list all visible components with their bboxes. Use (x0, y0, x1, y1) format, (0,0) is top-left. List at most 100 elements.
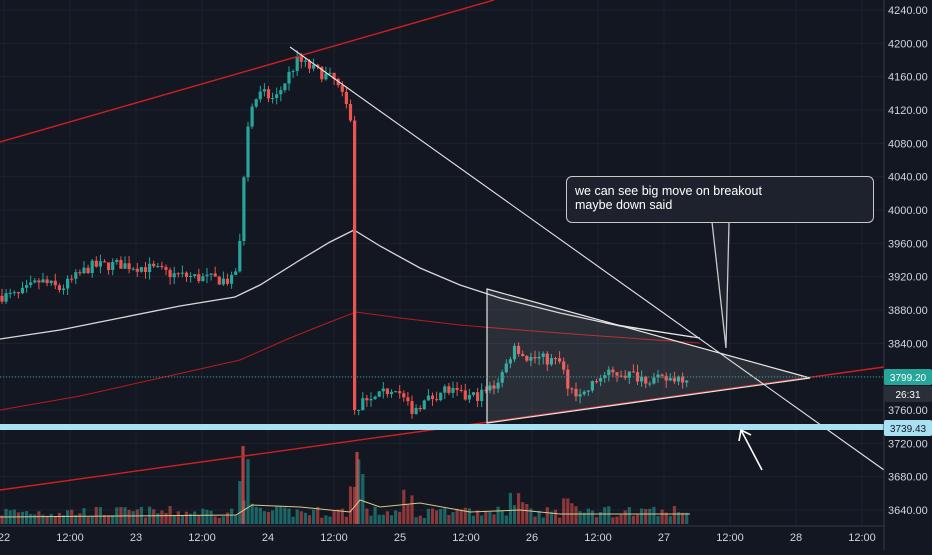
candle-body (611, 369, 615, 373)
volume-bar (29, 513, 33, 524)
volume-bar (49, 513, 53, 524)
descending-trendline[interactable] (289, 46, 885, 471)
candle-body (344, 91, 348, 105)
support-band[interactable] (0, 424, 884, 430)
candle-body (463, 390, 467, 400)
price-tags: 3799.20 26:31 3739.43 (884, 369, 932, 436)
volume-bar (398, 511, 402, 524)
drawings[interactable] (0, 0, 885, 491)
price-tick-label: 4000.00 (888, 205, 928, 217)
candle-body (328, 72, 332, 74)
time-tick-label: 26 (526, 532, 538, 544)
volume-bar (644, 509, 648, 524)
candle-body (398, 391, 402, 394)
candle-body (291, 71, 295, 73)
volume-bar (189, 513, 193, 524)
volume-bar (180, 515, 184, 524)
candle-body (361, 398, 365, 410)
volume-bar (517, 493, 521, 524)
volume-bar (193, 511, 197, 524)
candle-body (66, 278, 70, 289)
volume-bar (467, 508, 471, 524)
price-tick-label: 3960.00 (888, 238, 928, 250)
candle-body (549, 358, 553, 365)
candle-body (599, 378, 603, 382)
volume-bar (312, 509, 316, 524)
price-tick-label: 3920.00 (888, 272, 928, 284)
volume-spike (355, 452, 359, 524)
volume-bar (541, 517, 545, 524)
volume-bar (599, 511, 603, 524)
volume-bar (25, 511, 29, 524)
volume-bar (553, 509, 558, 524)
candle-body (664, 375, 668, 381)
candle-body (16, 292, 20, 294)
triangle-inner-line[interactable] (604, 322, 693, 338)
volume-bar (426, 508, 430, 524)
callout-pointer (711, 221, 730, 349)
volume-bar (353, 487, 357, 524)
candle-body (381, 388, 385, 392)
volume-bar (262, 511, 266, 524)
volume-bar (90, 516, 94, 524)
volume-bar (369, 515, 373, 524)
volume-bar (250, 503, 254, 524)
candle-body (615, 372, 619, 376)
volume-bar (176, 511, 180, 524)
volume-bar (402, 489, 406, 524)
volume-bar (566, 498, 570, 524)
candle-body (287, 71, 291, 84)
candle-body (357, 410, 361, 411)
candle-body (476, 392, 480, 401)
volume-bar (131, 511, 135, 524)
candle-body (45, 279, 49, 284)
candle-body (685, 380, 689, 383)
volume-bar (143, 517, 148, 524)
candle-body (258, 91, 262, 100)
volume-bar (394, 510, 398, 524)
volume-bar (558, 517, 562, 524)
support-price-label: 3739.43 (890, 424, 927, 435)
volume-bar (213, 516, 217, 524)
candle-body (176, 273, 180, 275)
time-tick-label: 23 (130, 532, 142, 544)
upper-channel-line[interactable] (0, 0, 495, 143)
candle-body (512, 345, 517, 360)
volume-bar (246, 459, 250, 524)
candle-body (406, 397, 410, 402)
volume-bar (385, 511, 389, 524)
volume-bar (660, 509, 664, 524)
volume-bar (459, 509, 463, 524)
volume-bar (635, 514, 640, 524)
time-axis: 22 12:00 23 12:00 24 12:00 25 12:00 26 12:00 27 12:… (0, 525, 884, 544)
candle-body (529, 357, 533, 361)
volume-bar (545, 507, 549, 524)
volume-bar (78, 513, 82, 524)
volume-bar (668, 515, 672, 524)
volume-bar (389, 515, 394, 524)
volume-bar (463, 507, 467, 524)
volume-bar (152, 509, 156, 524)
volume-bar (525, 504, 529, 524)
volume-bar (316, 506, 320, 524)
candle-body (332, 72, 336, 79)
candle-body (189, 276, 193, 278)
candle-body (504, 363, 508, 373)
triangle-pattern[interactable] (486, 288, 811, 424)
candle-body (570, 388, 574, 390)
volume-bar (476, 510, 480, 524)
time-tick-label: 12:00 (716, 532, 744, 544)
candle-body (635, 372, 640, 382)
candle-body (676, 376, 681, 382)
candle-body (648, 383, 652, 385)
candle-body (471, 392, 476, 395)
volume-bar (94, 506, 98, 524)
volume-bar (37, 511, 41, 524)
price-tick-label: 3720.00 (888, 438, 928, 450)
breakout-callout[interactable]: we can see big move on breakout maybe do… (566, 176, 874, 223)
support-arrow-shaft[interactable] (740, 429, 763, 471)
volume-bar (685, 512, 689, 524)
candle-body (205, 274, 209, 277)
